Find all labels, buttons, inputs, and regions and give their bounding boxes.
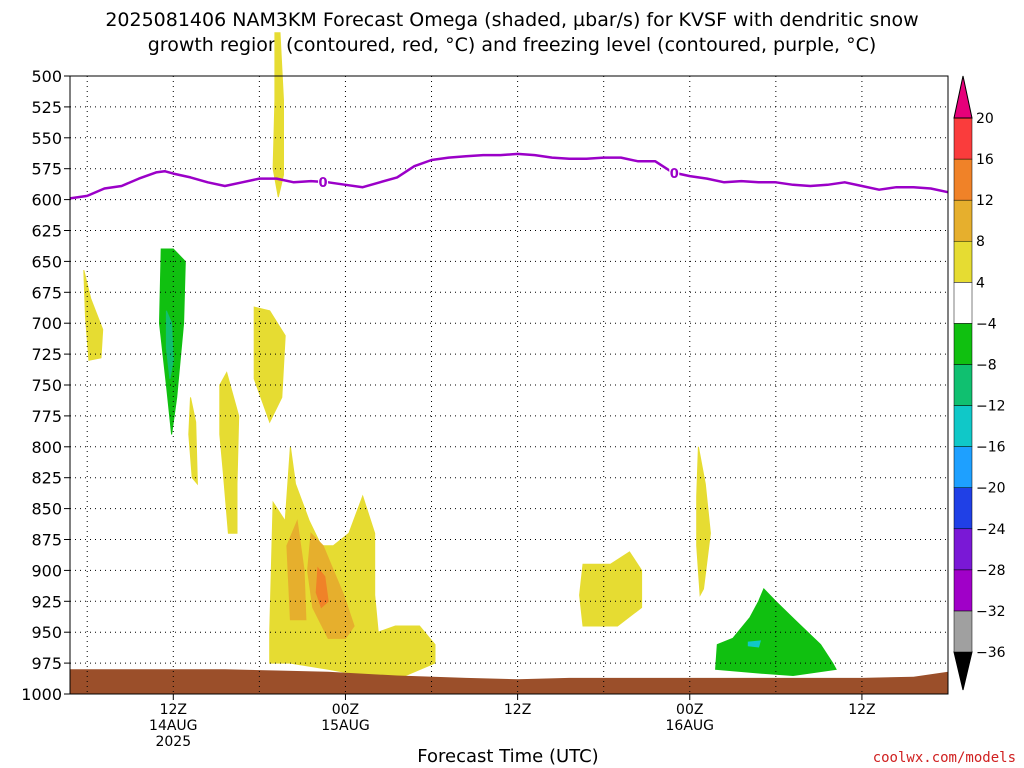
x-tick-label-1-2: 15AUG [321,718,370,734]
omega-region-8 [315,566,329,609]
y-tick-label-950: 950 [31,623,62,642]
chart-title-line-1: 2025081406 NAM3KM Forecast Omega (shaded… [105,9,918,31]
colorbar-segment-11 [953,158,973,201]
y-tick-label-775: 775 [31,407,62,426]
freezing-level-layer: 00 [69,152,949,200]
colorbar-segment-7 [953,323,973,365]
omega-region-7 [307,532,355,639]
y-tick-label-675: 675 [31,283,62,302]
omega-region-14 [747,640,761,648]
omega-region-5 [269,446,436,676]
y-tick-label-525: 525 [31,98,62,117]
colorbar-bottom-triangle [953,651,973,691]
x-axis-label: Forecast Time (UTC) [417,746,598,767]
grid-lines [70,76,949,694]
x-tick-label-0-1: 12Z [160,702,187,718]
colorbar-segment-10 [953,199,973,242]
omega-region-12 [165,310,174,379]
colorbar-segment-1 [953,569,973,612]
y-tick-label-925: 925 [31,592,62,611]
y-tick-label-575: 575 [31,160,62,179]
freezing-level-label-0: 0 [319,176,328,191]
y-tick-label-975: 975 [31,654,62,673]
colorbar-segment-3 [953,487,973,530]
colorbar-legend: −36 −32 −28 −24 −20 −16 −12 −8 −4 4 8 12 16 20 [953,75,1006,691]
y-tick-label-725: 725 [31,345,62,364]
y-tick-label-800: 800 [31,438,62,457]
y-tick-label-825: 825 [31,469,62,488]
x-tick-label-2-1: 12Z [504,702,531,718]
colorbar-segment-6 [953,364,973,406]
colorbar-label-9: 4 [976,275,985,291]
omega-region-4 [188,397,198,486]
chart-title-line-2: growth region (contoured, red, °C) and f… [148,34,877,56]
colorbar-segment-9 [953,240,973,283]
colorbar-top-triangle [953,75,973,119]
terrain-fill [70,669,948,694]
y-tick-label-1000: 1000 [21,685,62,704]
omega-region-2 [253,306,286,424]
colorbar-segment-8 [953,282,973,324]
omega-region-9 [696,446,711,597]
freezing-level-line [69,152,949,200]
freezing-label-bg-0 [318,174,329,189]
y-tick-label-550: 550 [31,129,62,148]
colorbar-segment-4 [953,446,973,488]
colorbar-label-12: 16 [976,152,994,168]
colorbar-label-5: −16 [976,440,1006,456]
colorbar-label-13: 20 [976,111,994,127]
freezing-level-label-1: 0 [670,167,679,182]
x-tick-label-0-2: 14AUG [149,718,198,734]
y-tick-label-600: 600 [31,191,62,210]
x-tick-label-1-1: 00Z [332,702,359,718]
omega-region-0 [83,269,104,361]
x-tick-label-0-3: 2025 [155,734,191,750]
x-tick-label-3-2: 16AUG [666,718,715,734]
colorbar-label-4: −20 [976,481,1006,497]
colorbar-label-10: 8 [976,234,985,250]
omega-region-1 [272,32,284,198]
y-tick-label-875: 875 [31,531,62,550]
x-tick-label-3-1: 00Z [676,702,703,718]
plot-axes [69,75,949,695]
omega-region-10 [579,551,643,627]
x-tick-label-4-1: 12Z [848,702,875,718]
colorbar-label-6: −12 [976,399,1006,415]
colorbar-segment-5 [953,405,973,447]
freezing-label-bg-1 [669,165,680,180]
y-tick-label-900: 900 [31,561,62,580]
colorbar-label-0: −36 [976,645,1006,661]
y-tick-label-625: 625 [31,222,62,241]
omega-region-6 [286,519,307,621]
colorbar-label-2: −28 [976,563,1006,579]
omega-shading-layer [83,32,837,677]
y-tick-label-750: 750 [31,376,62,395]
colorbar-label-8: −4 [976,316,997,332]
y-tick-label-650: 650 [31,252,62,271]
colorbar-label-3: −24 [976,522,1006,538]
colorbar-segment-2 [953,528,973,571]
y-tick-label-850: 850 [31,500,62,519]
y-tick-label-500: 500 [31,67,62,86]
colorbar-label-1: −32 [976,604,1006,620]
colorbar-segment-12 [953,117,973,160]
colorbar-label-11: 12 [976,193,994,209]
colorbar-segment-0 [953,610,973,653]
plot-frame [69,75,949,695]
y-axis-tick-labels: 500 525 550 575 600 625 650 675 700 725 750 775 800 8… [21,67,70,704]
y-tick-label-700: 700 [31,314,62,333]
colorbar-label-7: −8 [976,357,997,373]
omega-region-3 [219,371,240,534]
credit-text: coolwx.com/models [873,750,1016,766]
terrain-layer [70,669,948,694]
